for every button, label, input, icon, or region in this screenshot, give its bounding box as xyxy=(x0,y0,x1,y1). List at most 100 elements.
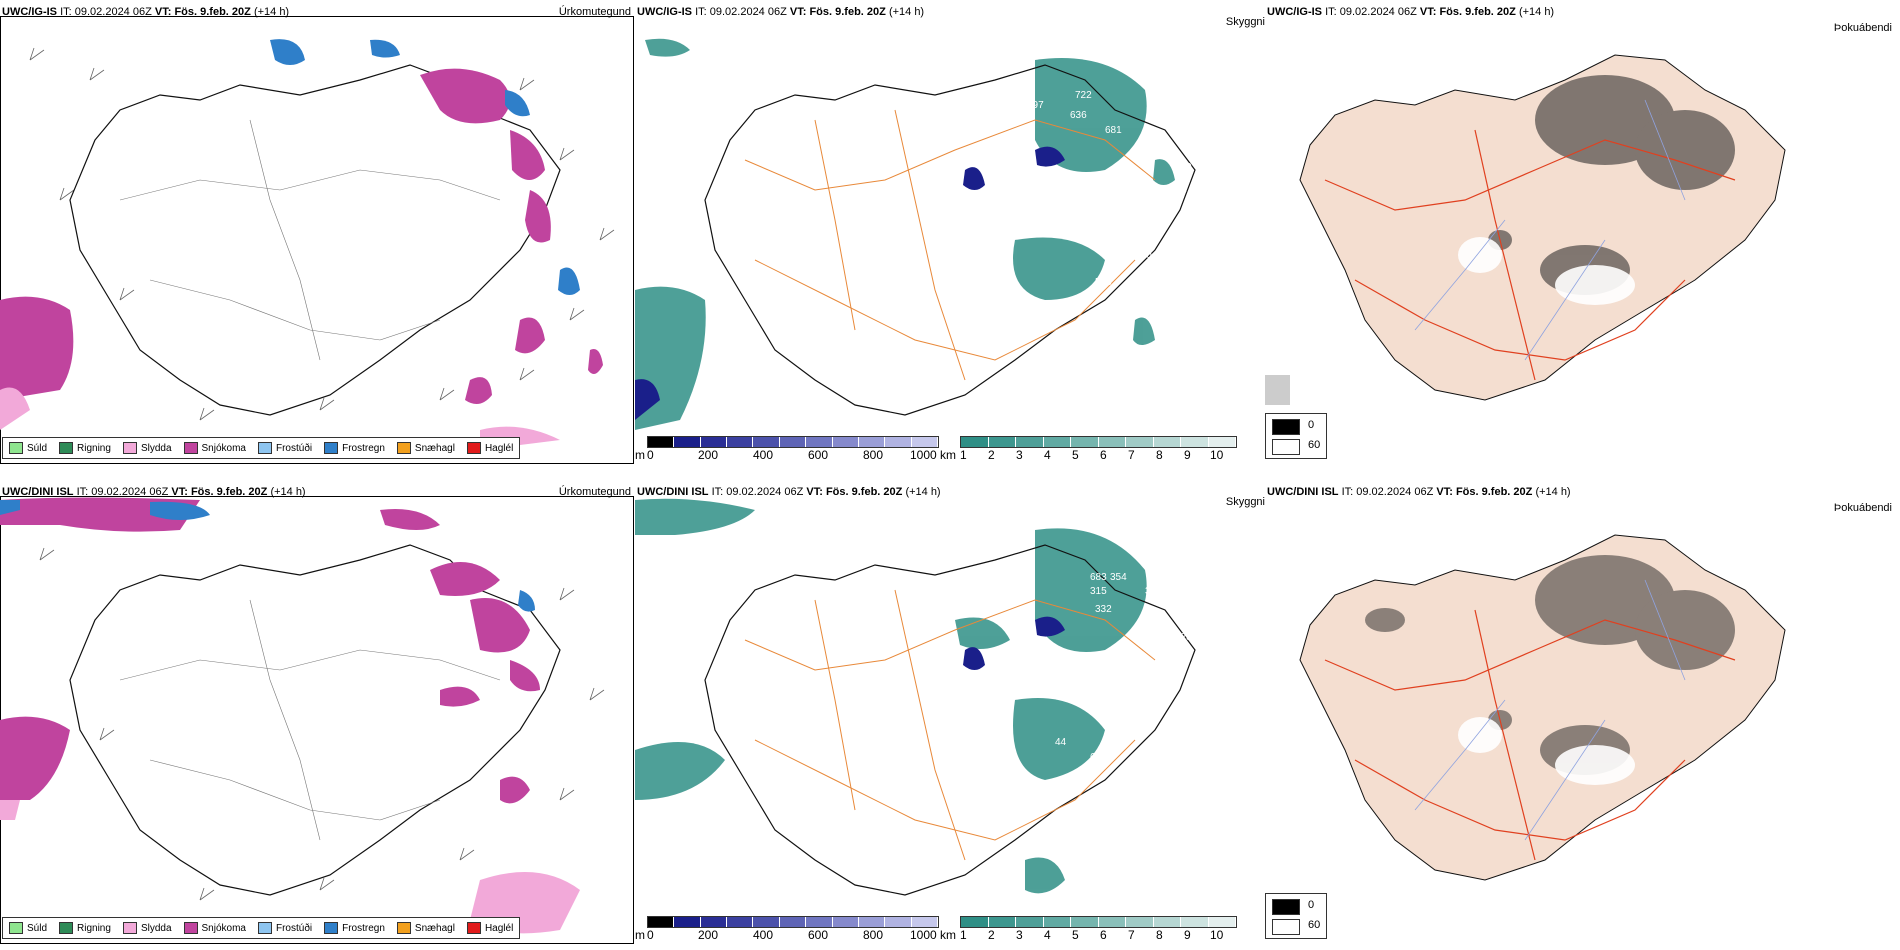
height-label: 209 xyxy=(1175,162,1192,173)
legend-item-haglel: Haglél xyxy=(466,922,513,934)
precip-type-panel: UWC/DINI ISL IT: 09.02.2024 06Z VT: Fös.… xyxy=(0,480,635,950)
forecast-row-2: UWC/DINI ISL IT: 09.02.2024 06Z VT: Fös.… xyxy=(0,480,1900,950)
iceland-outline xyxy=(69,544,561,896)
height-label: 722 xyxy=(1075,90,1092,101)
wind-barbs xyxy=(29,47,615,421)
panel-type-label: Úrkomutegund xyxy=(558,6,631,18)
height-label: 115 xyxy=(1183,618,1199,629)
legend-item-snaehagl: Snæhagl xyxy=(396,442,455,454)
height-label: 182 xyxy=(990,182,1007,193)
legend-item-sudl: Súld xyxy=(9,442,47,454)
legend-item-frostregn: Frostregn xyxy=(324,442,385,454)
sleet-area xyxy=(0,387,30,430)
precip-type-legend: Súld Rigning Slydda Snjókoma Frostúði Fr… xyxy=(2,437,521,459)
height-label: 354 xyxy=(1110,572,1127,583)
terrain-height-areas xyxy=(963,616,1065,670)
roads xyxy=(744,109,1156,381)
height-label: 315 xyxy=(1090,586,1107,597)
height-label: 402 xyxy=(1180,604,1197,615)
height-label: 208 xyxy=(1060,332,1077,343)
height-label: 197 xyxy=(1027,100,1044,111)
iceland-outline xyxy=(704,64,1196,416)
roads xyxy=(119,119,501,361)
legend-item-snaehagl: Snæhagl xyxy=(396,922,455,934)
rivers xyxy=(1414,99,1686,361)
precip-type-map xyxy=(0,16,634,464)
fog-indicator-map xyxy=(1299,534,1786,881)
freezing-rain-areas xyxy=(270,39,580,295)
legend-item-sudl: Súld xyxy=(9,922,47,934)
wind-barbs xyxy=(39,547,605,901)
legend-item-snjokoma: Snjókoma xyxy=(183,442,246,454)
height-label: 332 xyxy=(1095,604,1112,615)
height-label: 503 xyxy=(1095,277,1112,288)
height-label: 130 xyxy=(947,246,964,257)
roads xyxy=(1324,609,1736,861)
height-labels: 722 636 197 681 354 209 182 207 169 130 … xyxy=(947,90,1192,343)
legend-item-snjokoma: Snjókoma xyxy=(183,922,246,934)
height-scale: m 0 200 400 600 800 1000 xyxy=(635,916,940,946)
height-label: 635 xyxy=(1090,752,1107,763)
panel-type-label: Þokuábendi xyxy=(1833,502,1892,514)
height-label: 169 xyxy=(1045,212,1062,223)
height-label: 683 xyxy=(1090,572,1107,583)
low-visibility-areas xyxy=(635,498,1147,894)
legend-item-haglel: Haglél xyxy=(466,442,513,454)
fog-legend: 0 60 xyxy=(1265,413,1327,459)
panel-title: UWC/IG-IS IT: 09.02.2024 06Z VT: Fös. 9.… xyxy=(1267,6,1555,18)
precip-type-legend: Súld Rigning Slydda Snjókoma Frostúði Fr… xyxy=(2,917,521,939)
height-label: 207 xyxy=(1170,190,1187,201)
height-label: 722 xyxy=(755,514,772,525)
legend-item-frostudi: Frostúði xyxy=(257,442,312,454)
panel-title: UWC/DINI ISL IT: 09.02.2024 06Z VT: Fös.… xyxy=(2,486,306,498)
glacier-areas xyxy=(1458,717,1635,785)
panel-title: UWC/DINI ISL IT: 09.02.2024 06Z VT: Fös.… xyxy=(1267,486,1571,498)
visibility-map: 722 636 197 681 354 209 182 207 169 130 … xyxy=(635,38,1196,430)
height-label: 44 xyxy=(1055,737,1067,748)
precip-type-panel: UWC/IG-IS IT: 09.02.2024 06Z VT: Fös. 9.… xyxy=(0,0,635,470)
freezing-rain-areas xyxy=(0,500,535,612)
visibility-scale: km 1 2 3 4 5 6 7 8 9 10 xyxy=(940,436,1240,466)
roads xyxy=(744,589,1156,861)
height-label: 548 xyxy=(1140,622,1157,633)
low-visibility-areas xyxy=(635,38,1175,430)
rivers xyxy=(1414,579,1686,841)
height-label: 681 xyxy=(1105,125,1122,136)
height-label: 570 xyxy=(1135,250,1152,261)
visibility-panel: 722 636 197 681 354 209 182 207 169 130 … xyxy=(635,0,1265,470)
panel-type-label: Úrkomutegund xyxy=(558,486,631,498)
visibility-scale: km 1 2 3 4 5 6 7 8 9 10 xyxy=(940,916,1240,946)
height-label: 166 xyxy=(947,716,964,727)
panel-type-label: Skyggni xyxy=(1225,496,1265,508)
forecast-row-1: UWC/IG-IS IT: 09.02.2024 06Z VT: Fös. 9.… xyxy=(0,0,1900,470)
visibility-panel: 722 683 354 315 307 332 402 548 628 115 … xyxy=(635,480,1265,950)
precip-type-map xyxy=(0,496,634,944)
roads xyxy=(1324,129,1736,381)
fog-indicator-panel: UWC/IG-IS IT: 09.02.2024 06Z VT: Fös. 9.… xyxy=(1265,0,1900,470)
fog-indicator-map xyxy=(1265,54,1786,405)
height-scale: m 0 200 400 600 800 1000 xyxy=(635,436,940,466)
height-label: 636 xyxy=(1070,110,1087,121)
legend-item-rigning: Rigning xyxy=(59,442,111,454)
legend-item-slydda: Slydda xyxy=(122,922,172,934)
fog-indicator-panel: UWC/DINI ISL IT: 09.02.2024 06Z VT: Fös.… xyxy=(1265,480,1900,950)
legend-item-frostregn: Frostregn xyxy=(324,922,385,934)
glacier-areas xyxy=(1458,237,1635,305)
height-labels: 722 683 354 315 307 332 402 548 628 115 … xyxy=(755,514,1199,763)
terrain-height-areas xyxy=(635,146,1065,420)
roads xyxy=(119,599,501,841)
panel-title: UWC/IG-IS IT: 09.02.2024 06Z VT: Fös. 9.… xyxy=(637,6,925,18)
panel-type-label: Þokuábendi xyxy=(1833,22,1892,34)
height-label: 354 xyxy=(1140,142,1157,153)
panel-type-label: Skyggni xyxy=(1225,16,1265,28)
height-label: 271 xyxy=(1105,712,1122,723)
iceland-outline xyxy=(704,544,1196,896)
legend-item-slydda: Slydda xyxy=(122,442,172,454)
legend-item-rigning: Rigning xyxy=(59,922,111,934)
visibility-map: 722 683 354 315 307 332 402 548 628 115 … xyxy=(635,498,1199,896)
panel-title: UWC/IG-IS IT: 09.02.2024 06Z VT: Fös. 9.… xyxy=(2,6,290,18)
height-label: 628 xyxy=(1175,632,1192,643)
legend-item-frostudi: Frostúði xyxy=(257,922,312,934)
panel-title: UWC/DINI ISL IT: 09.02.2024 06Z VT: Fös.… xyxy=(637,486,941,498)
snow-areas xyxy=(0,68,603,404)
